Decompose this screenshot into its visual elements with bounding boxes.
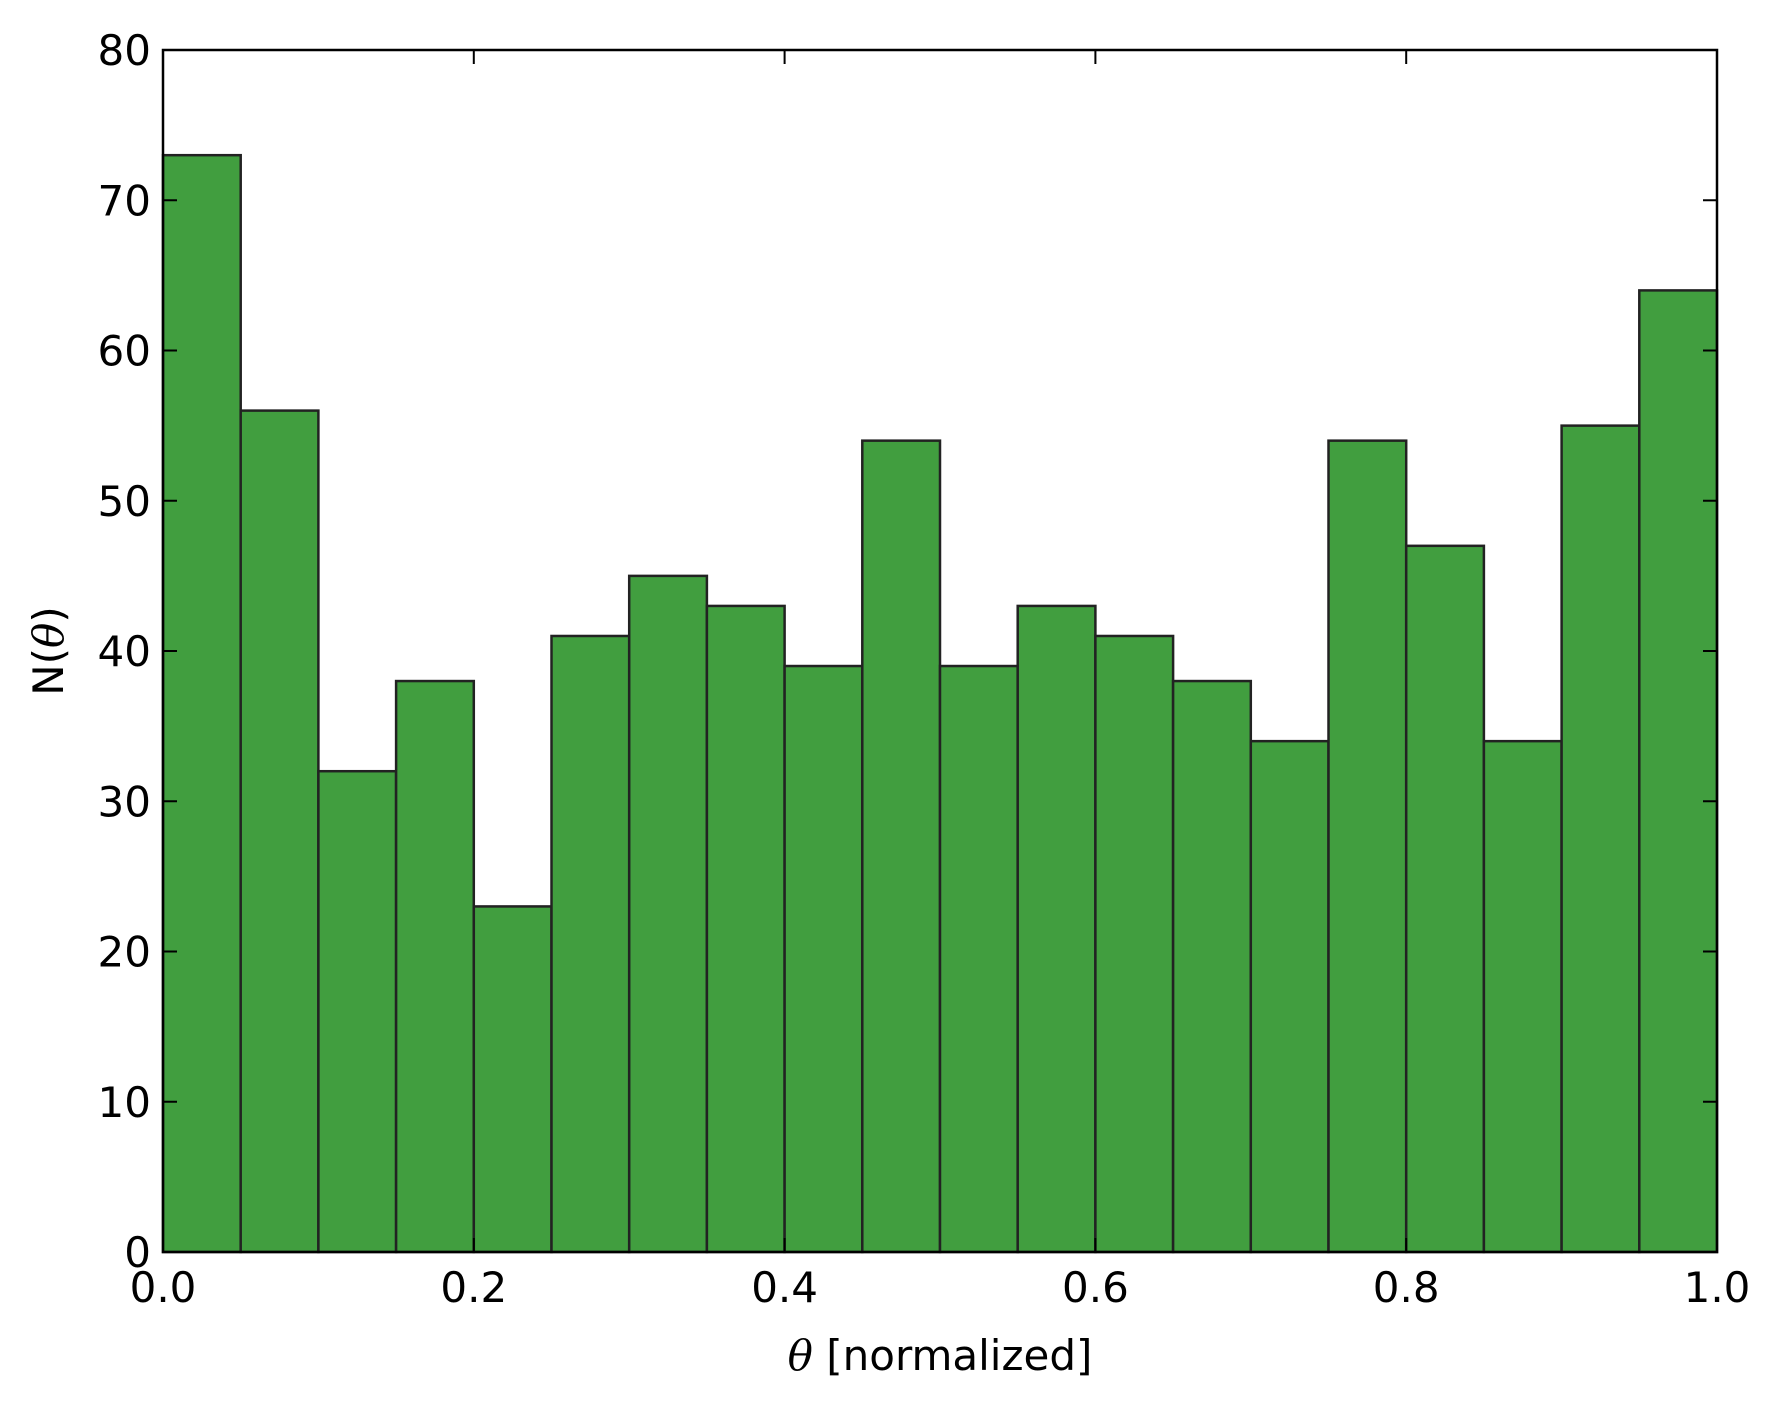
- histogram-bar: [627, 574, 709, 1254]
- histogram-bar: [1638, 289, 1719, 1254]
- x-axis-label-text: [normalized]: [813, 1331, 1093, 1380]
- histogram-bar: [861, 439, 942, 1254]
- x-tick-label: 0.6: [1062, 1263, 1129, 1312]
- histogram-bar: [1171, 679, 1253, 1254]
- y-tick-label: 50: [98, 477, 151, 526]
- y-axis-label: N(θ): [24, 606, 73, 696]
- histogram-bar: [1094, 634, 1175, 1254]
- histogram-bar: [783, 664, 864, 1254]
- y-tick-label: 10: [98, 1078, 151, 1127]
- histogram-bar: [705, 604, 786, 1254]
- x-tick-label: 0.0: [130, 1263, 197, 1312]
- y-tick-label: 80: [98, 26, 151, 75]
- y-tick-label: 60: [98, 327, 151, 376]
- histogram-bar: [1016, 604, 1097, 1254]
- tick-labels-group: 0.0 0.2 0.4 0.6 0.8 1.0 0 10 20 30 40 50 60 70 80: [98, 26, 1751, 1312]
- histogram-bar: [161, 153, 242, 1254]
- histogram-bar: [1404, 544, 1486, 1254]
- y-tick-label: 30: [98, 777, 151, 826]
- histogram-bar: [472, 905, 553, 1254]
- histogram-bar: [1482, 739, 1563, 1254]
- histogram-bar: [938, 664, 1019, 1254]
- y-tick-label: 40: [98, 627, 151, 676]
- histogram-bar: [317, 769, 398, 1254]
- histogram-bar: [394, 679, 476, 1254]
- y-axis-label-symbol: θ: [24, 623, 73, 648]
- x-tick-label: 0.2: [440, 1263, 507, 1312]
- histogram-bar: [1327, 439, 1408, 1254]
- histogram-bar: [1560, 424, 1641, 1254]
- y-axis-label-suffix: ): [24, 606, 73, 622]
- y-axis-label-prefix: N(: [24, 648, 73, 696]
- x-axis-label-symbol: θ: [788, 1331, 813, 1380]
- x-axis-label: θ [normalized]: [788, 1331, 1093, 1380]
- histogram-bar: [1249, 739, 1330, 1254]
- ticks-group: [162, 49, 1718, 1253]
- histogram-bar: [550, 634, 631, 1254]
- x-tick-label: 0.4: [751, 1263, 818, 1312]
- bars-group: [161, 153, 1719, 1254]
- x-tick-label: 0.8: [1373, 1263, 1440, 1312]
- y-tick-label: 0: [124, 1228, 151, 1277]
- histogram-bar: [239, 409, 320, 1254]
- y-tick-label: 20: [98, 928, 151, 977]
- y-tick-label: 70: [98, 176, 151, 225]
- x-tick-label: 1.0: [1684, 1263, 1751, 1312]
